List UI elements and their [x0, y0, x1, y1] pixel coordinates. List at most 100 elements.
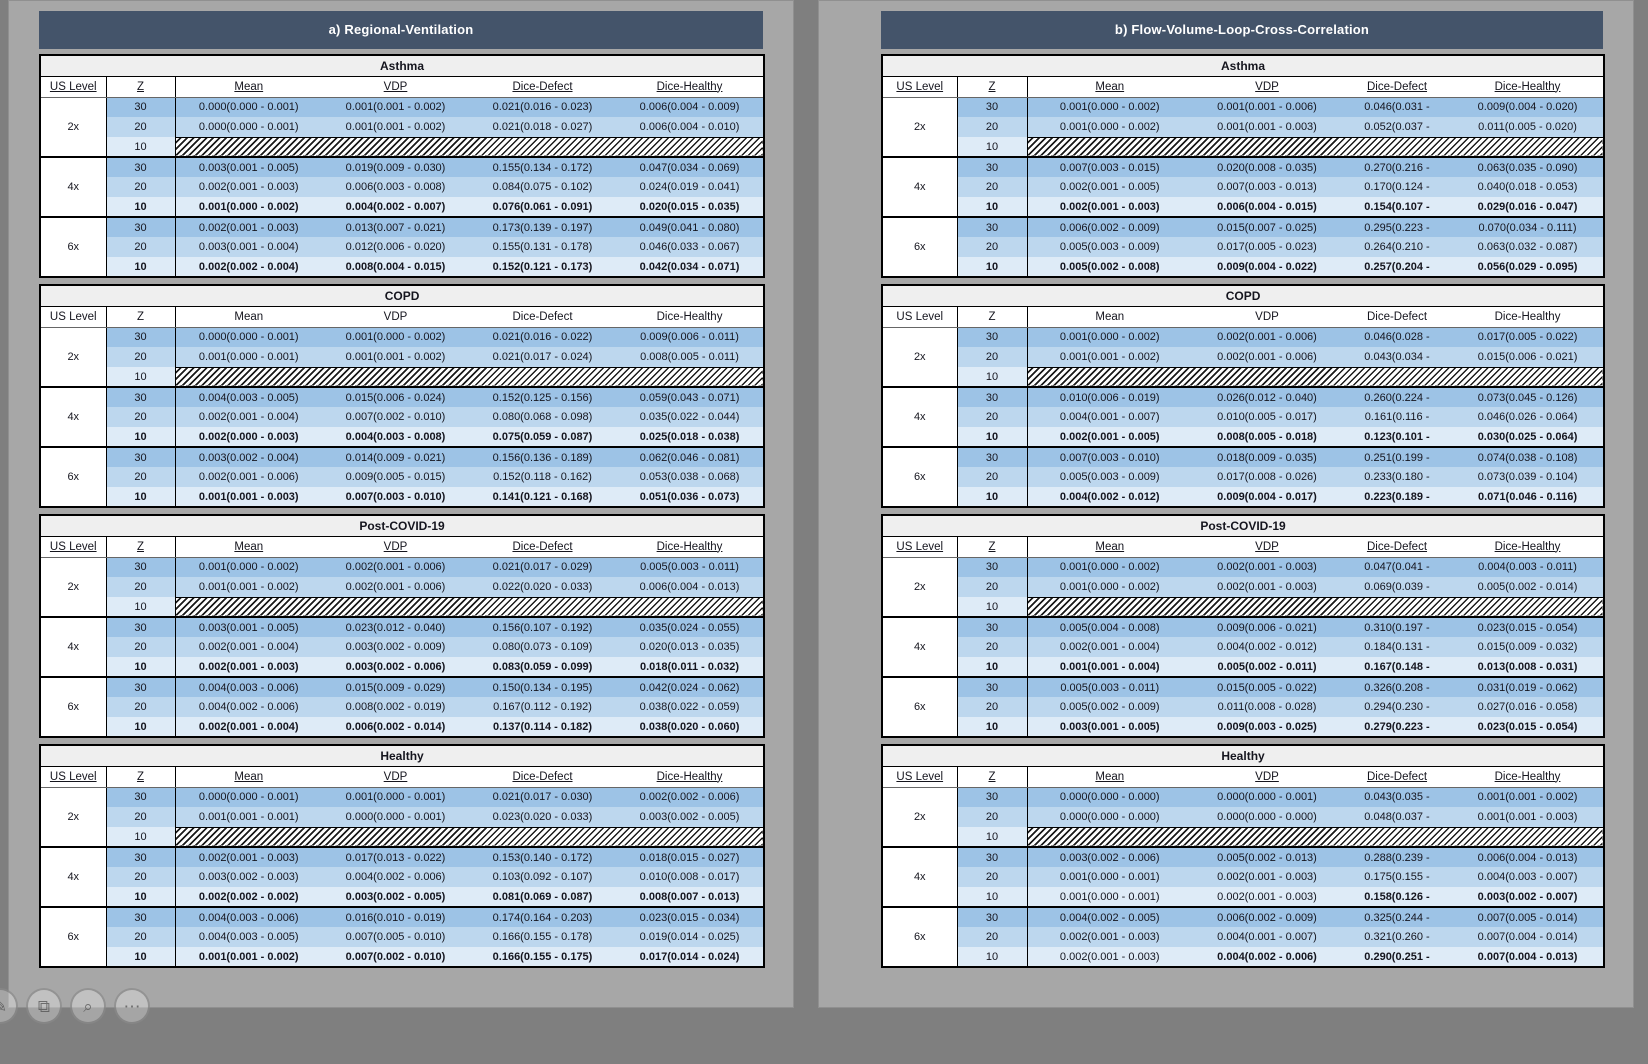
- data-cell: 0.004(0.003 - 0.007): [1452, 867, 1605, 887]
- z-cell: 30: [957, 787, 1028, 807]
- data-cell: 0.001(0.001 - 0.002): [322, 347, 469, 367]
- data-cell: 0.154(0.107 -: [1342, 197, 1452, 217]
- hatched-no-data-cell: [1026, 826, 1605, 848]
- data-cell: 0.031(0.019 - 0.062): [1452, 676, 1605, 697]
- data-cell: 0.167(0.148 -: [1342, 657, 1452, 677]
- data-cell: 0.007(0.004 - 0.014): [1452, 927, 1605, 947]
- hatched-no-data-cell: [174, 596, 765, 618]
- data-cell: 0.020(0.015 - 0.035): [616, 197, 765, 217]
- section-title: Asthma: [40, 55, 765, 77]
- magnifier-icon[interactable]: ⌕: [70, 988, 106, 1024]
- data-cell: 0.056(0.029 - 0.095): [1452, 257, 1605, 277]
- section-title: Asthma: [882, 55, 1605, 77]
- data-cell: 0.043(0.035 -: [1342, 787, 1452, 807]
- column-header-us-level: US Level: [882, 306, 958, 328]
- data-cell: 0.003(0.002 - 0.004): [175, 446, 322, 467]
- data-cell: 0.023(0.015 - 0.054): [1452, 717, 1605, 737]
- data-cell: 0.014(0.009 - 0.021): [322, 446, 469, 467]
- data-cell: 0.001(0.000 - 0.002): [322, 327, 469, 347]
- z-cell: 10: [957, 947, 1028, 967]
- column-header-vdp: VDP: [322, 536, 469, 558]
- data-cell: 0.001(0.000 - 0.001): [1027, 887, 1192, 907]
- data-cell: 0.006(0.004 - 0.013): [616, 577, 765, 597]
- data-cell: 0.288(0.239 -: [1342, 846, 1452, 867]
- data-cell: 0.152(0.118 - 0.162): [469, 467, 616, 487]
- us-level-cell: 4x: [40, 846, 107, 907]
- data-cell: 0.023(0.020 - 0.033): [469, 807, 616, 827]
- data-cell: 0.270(0.216 -: [1342, 156, 1452, 177]
- copy-icon[interactable]: ⧉: [26, 988, 62, 1024]
- column-header-dice-healthy: Dice-Healthy: [1452, 766, 1605, 788]
- hatched-no-data-cell: [1026, 366, 1605, 388]
- hatched-no-data-cell: [1026, 596, 1605, 618]
- data-cell: 0.006(0.002 - 0.009): [1192, 906, 1342, 927]
- data-cell: 0.001(0.001 - 0.003): [1192, 117, 1342, 137]
- data-cell: 0.006(0.003 - 0.008): [322, 177, 469, 197]
- z-cell: 30: [106, 156, 176, 177]
- data-cell: 0.002(0.000 - 0.003): [175, 427, 322, 447]
- z-cell: 10: [957, 137, 1028, 157]
- data-cell: 0.002(0.002 - 0.006): [616, 787, 765, 807]
- z-cell: 20: [106, 927, 176, 947]
- us-level-cell: 4x: [882, 846, 958, 907]
- data-cell: 0.007(0.003 - 0.015): [1027, 156, 1192, 177]
- z-cell: 20: [957, 927, 1028, 947]
- data-cell: 0.174(0.164 - 0.203): [469, 906, 616, 927]
- data-cell: 0.035(0.024 - 0.055): [616, 616, 765, 637]
- column-header-us-level: US Level: [882, 766, 958, 788]
- data-cell: 0.002(0.001 - 0.004): [175, 637, 322, 657]
- section-title: Post-COVID-19: [882, 515, 1605, 537]
- data-cell: 0.003(0.002 - 0.007): [1452, 887, 1605, 907]
- data-cell: 0.026(0.012 - 0.040): [1192, 386, 1342, 407]
- data-cell: 0.002(0.001 - 0.006): [1192, 327, 1342, 347]
- us-level-cell: 2x: [40, 97, 107, 157]
- column-header-dice-defect: Dice-Defect: [1342, 76, 1452, 98]
- column-header-z: Z: [957, 76, 1028, 98]
- data-cell: 0.000(0.000 - 0.000): [1192, 807, 1342, 827]
- data-cell: 0.004(0.002 - 0.006): [322, 867, 469, 887]
- sub-table-asthma: Asthma US Level Z Mean VDP Dice-Defect Dice-He…: [881, 54, 1606, 278]
- data-cell: 0.223(0.189 -: [1342, 487, 1452, 507]
- data-cell: 0.011(0.008 - 0.028): [1192, 697, 1342, 717]
- data-cell: 0.002(0.002 - 0.002): [175, 887, 322, 907]
- data-cell: 0.042(0.034 - 0.071): [616, 257, 765, 277]
- data-cell: 0.170(0.124 -: [1342, 177, 1452, 197]
- data-cell: 0.012(0.006 - 0.020): [322, 237, 469, 257]
- more-options-icon[interactable]: ⋯: [114, 988, 150, 1024]
- column-header-vdp: VDP: [322, 766, 469, 788]
- column-header-dice-healthy: Dice-Healthy: [1452, 76, 1605, 98]
- data-cell: 0.002(0.002 - 0.004): [175, 257, 322, 277]
- z-cell: 20: [106, 637, 176, 657]
- data-cell: 0.175(0.155 -: [1342, 867, 1452, 887]
- z-cell: 20: [106, 347, 176, 367]
- data-cell: 0.005(0.002 - 0.008): [1027, 257, 1192, 277]
- column-header-mean: Mean: [1027, 306, 1192, 328]
- panel-a-sections: Asthma US Level Z Mean VDP Dice-Defect Dice-He…: [39, 54, 766, 968]
- data-cell: 0.000(0.000 - 0.000): [1027, 807, 1192, 827]
- data-cell: 0.002(0.001 - 0.003): [1027, 197, 1192, 217]
- column-header-dice-defect: Dice-Defect: [1342, 766, 1452, 788]
- column-header-us-level: US Level: [40, 306, 107, 328]
- z-cell: 10: [106, 427, 176, 447]
- data-cell: 0.008(0.002 - 0.019): [322, 697, 469, 717]
- sub-table-copd: COPD US Level Z Mean VDP Dice-Defect Dice-Heal…: [39, 284, 766, 508]
- us-level-cell: 2x: [882, 787, 958, 847]
- panel-a-title-bar: a) Regional-Ventilation: [39, 11, 763, 49]
- us-level-cell: 4x: [882, 616, 958, 677]
- data-cell: 0.002(0.001 - 0.003): [175, 657, 322, 677]
- data-cell: 0.023(0.012 - 0.040): [322, 616, 469, 637]
- us-level-cell: 6x: [882, 676, 958, 737]
- data-cell: 0.001(0.000 - 0.001): [1027, 867, 1192, 887]
- data-cell: 0.156(0.136 - 0.189): [469, 446, 616, 467]
- hatched-no-data-cell: [174, 366, 765, 388]
- data-cell: 0.075(0.059 - 0.087): [469, 427, 616, 447]
- data-cell: 0.002(0.001 - 0.003): [1027, 947, 1192, 967]
- data-cell: 0.103(0.092 - 0.107): [469, 867, 616, 887]
- data-cell: 0.166(0.155 - 0.178): [469, 927, 616, 947]
- z-cell: 30: [957, 97, 1028, 117]
- z-cell: 20: [957, 807, 1028, 827]
- data-cell: 0.141(0.121 - 0.168): [469, 487, 616, 507]
- column-header-dice-defect: Dice-Defect: [469, 536, 616, 558]
- column-header-z: Z: [106, 536, 176, 558]
- data-cell: 0.046(0.033 - 0.067): [616, 237, 765, 257]
